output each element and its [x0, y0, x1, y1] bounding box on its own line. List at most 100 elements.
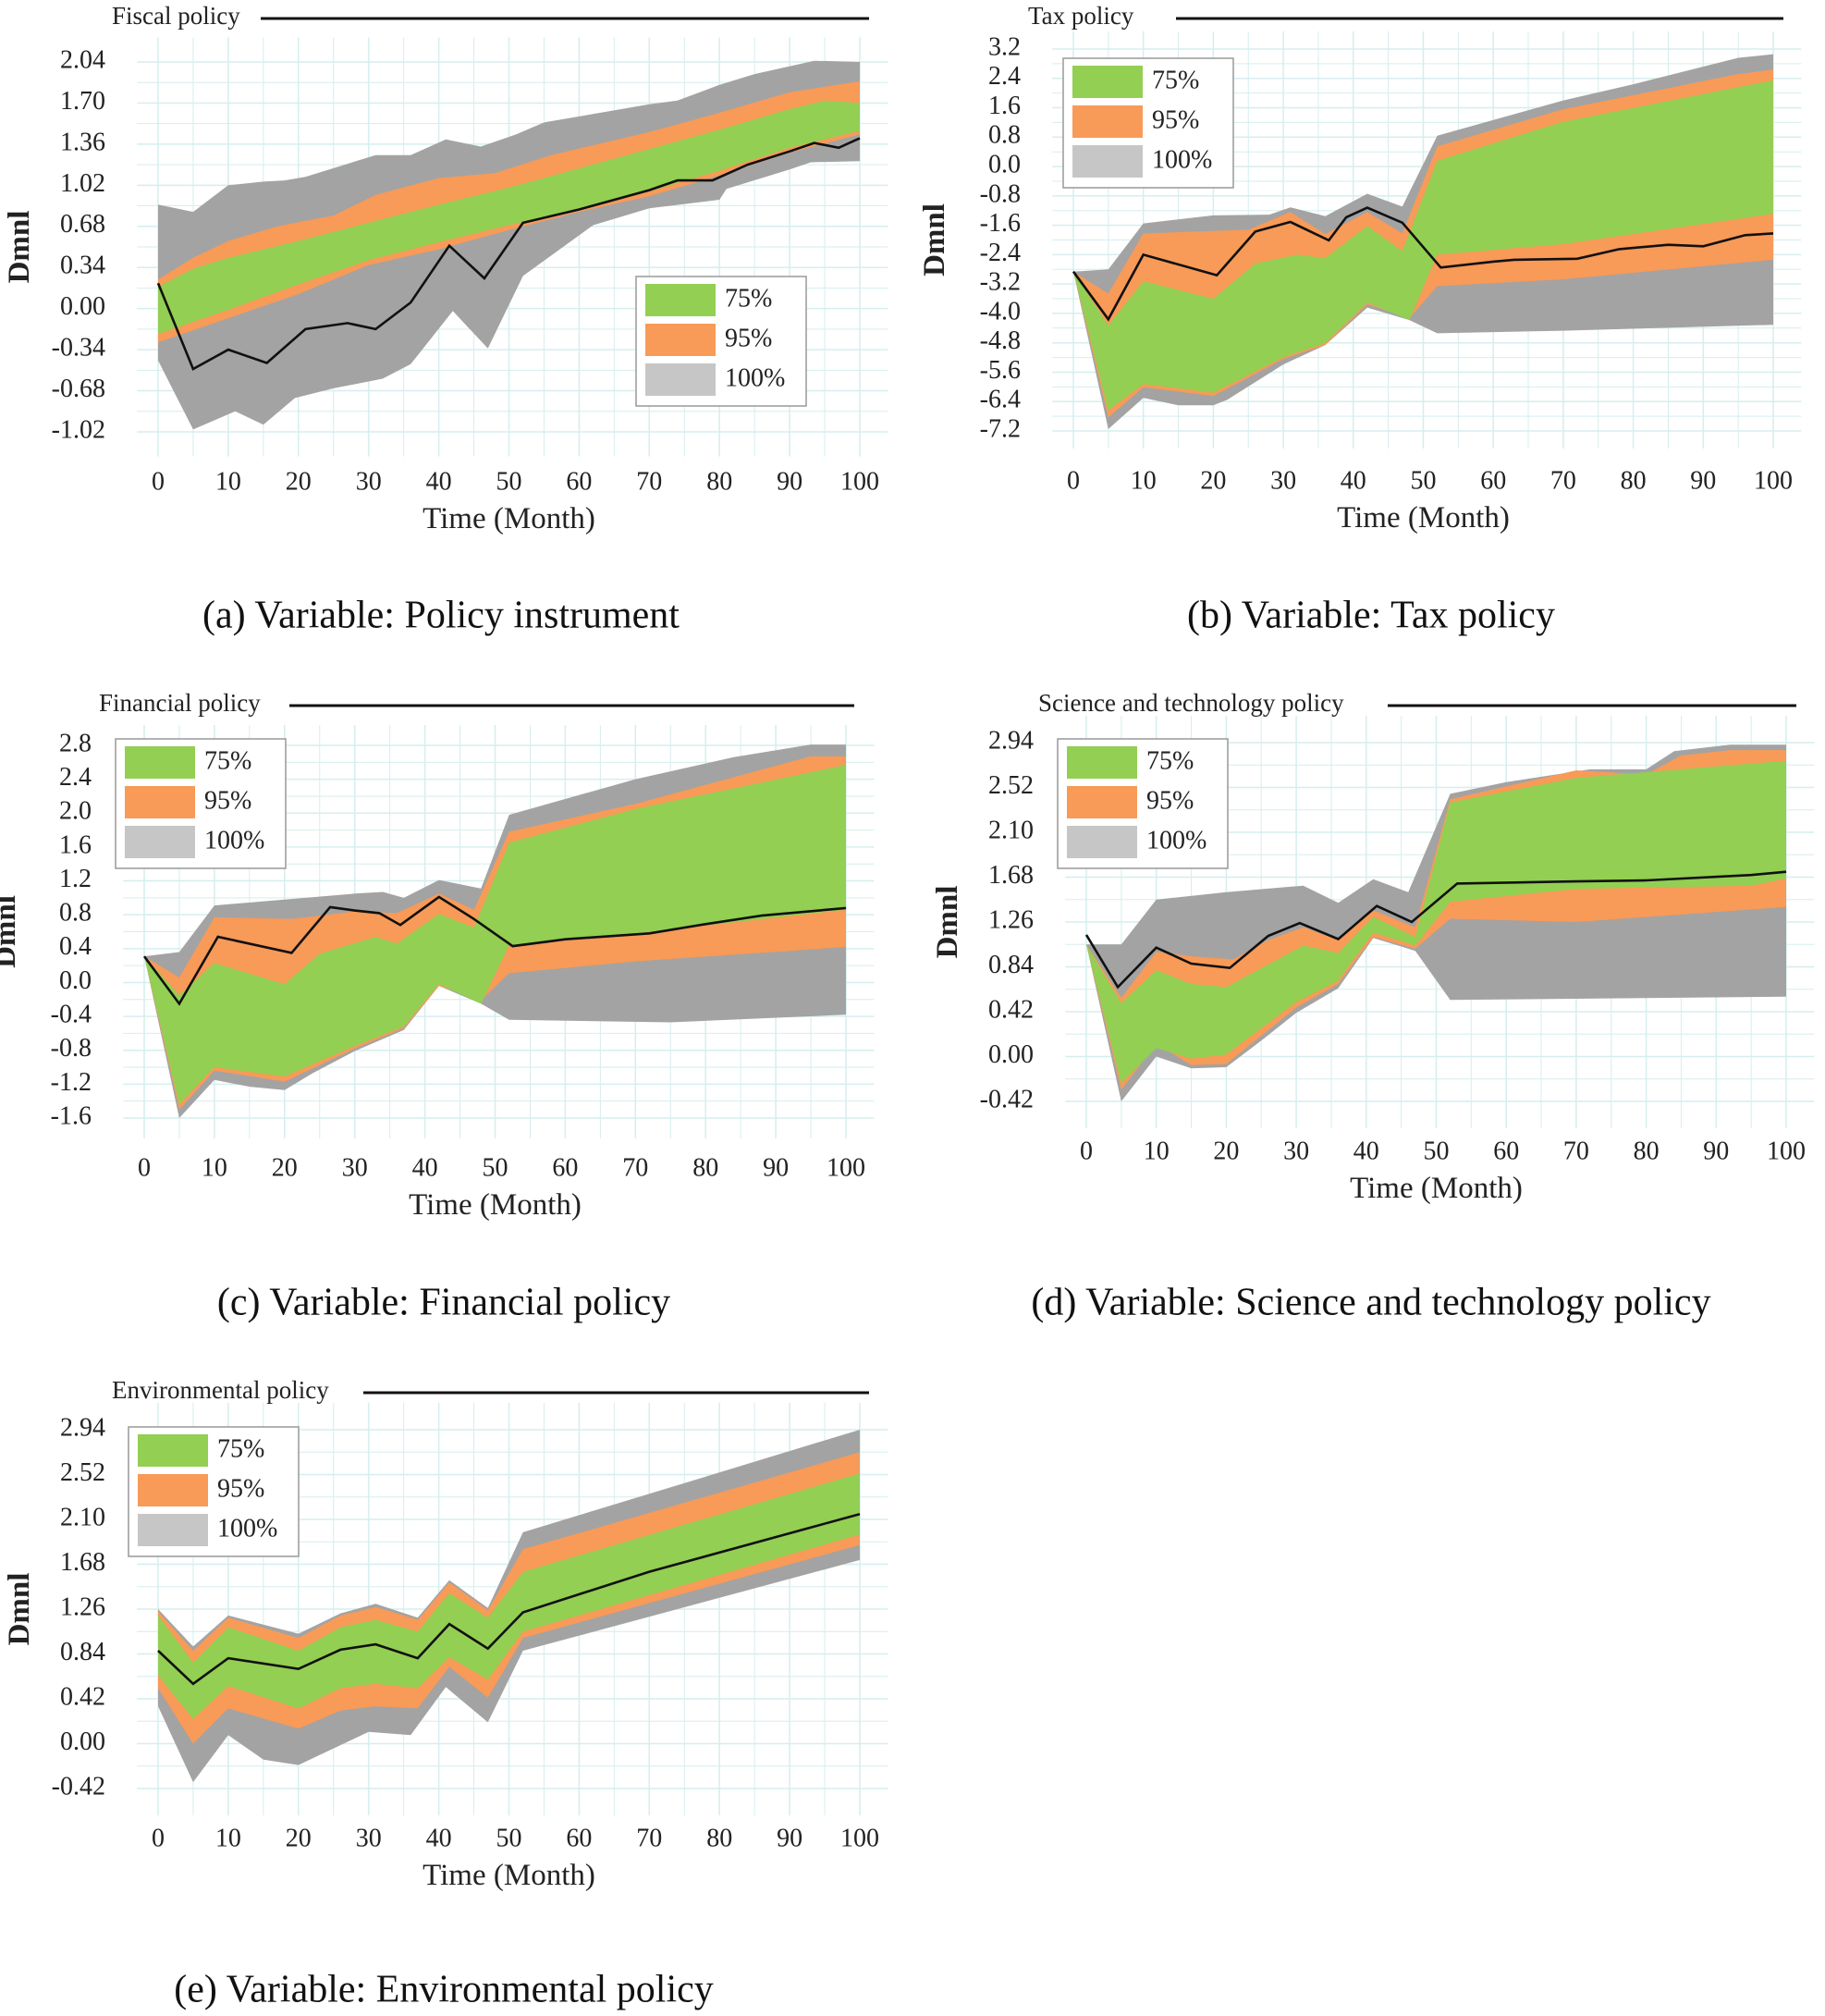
x-tick-label: 80 [706, 1824, 732, 1852]
y-tick-label: 0.8 [988, 121, 1021, 150]
chart-title: Fiscal policy [112, 2, 240, 30]
x-tick-label: 30 [356, 1824, 382, 1852]
chart-science-technology: 2.94 2.52 2.10 1.68 1.26 0.84 0.42 0.00 -0.42 0 10… [931, 689, 1815, 1324]
y-tick-label: 1.2 [59, 865, 92, 893]
y-tick-label: -0.42 [980, 1085, 1034, 1113]
legend-swatch [1072, 145, 1143, 178]
x-tick-label: 0 [152, 467, 165, 496]
legend-swatch [645, 324, 716, 356]
legend-label: 95% [217, 1474, 264, 1503]
legend-label: 100% [725, 363, 785, 392]
y-tick-label: -4.8 [980, 326, 1021, 355]
x-axis-label: Time (Month) [409, 1188, 582, 1222]
legend-label: 75% [217, 1434, 264, 1463]
y-tick-label: -0.68 [52, 375, 105, 403]
y-tick-label: 1.6 [988, 92, 1021, 120]
x-tick-label: 90 [1690, 466, 1716, 495]
y-tick-label: 0.4 [59, 932, 92, 961]
x-tick-label: 40 [1353, 1137, 1379, 1165]
legend-label: 75% [204, 746, 251, 775]
y-tick-label: 1.6 [59, 830, 92, 859]
chart-title: Tax policy [1028, 2, 1134, 30]
y-axis-label: Dmnl [0, 895, 22, 968]
series-line [1084, 870, 1787, 990]
y-tick-label: 2.8 [59, 729, 92, 757]
y-tick-label: 2.52 [988, 771, 1034, 800]
y-tick-label: 2.10 [60, 1503, 105, 1531]
legend-label: 100% [217, 1514, 277, 1543]
x-tick-label: 40 [426, 1824, 452, 1852]
y-tick-label: -7.2 [980, 414, 1021, 443]
series-line [142, 895, 847, 1006]
y-tick-label: 0.68 [60, 210, 105, 239]
x-tick-label: 70 [636, 1824, 662, 1852]
series-line [156, 137, 861, 371]
legend-swatch [125, 786, 195, 818]
y-tick-label: -5.6 [980, 356, 1021, 385]
x-tick-label: 30 [342, 1153, 368, 1182]
legend-swatch [645, 363, 716, 396]
x-axis-label: Time (Month) [423, 502, 595, 535]
x-tick-label: 50 [496, 467, 522, 496]
series-line [1072, 206, 1774, 322]
x-tick-label: 80 [692, 1153, 718, 1182]
y-tick-label: 0.84 [988, 951, 1034, 979]
x-tick-label: 70 [636, 467, 662, 496]
x-tick-label: 60 [566, 467, 592, 496]
legend-label: 100% [204, 826, 264, 854]
x-tick-label: 80 [706, 467, 732, 496]
y-tick-label: 2.0 [59, 797, 92, 826]
y-tick-label: -1.6 [51, 1101, 92, 1130]
y-tick-label: 1.02 [60, 169, 105, 198]
x-tick-label: 20 [286, 1824, 312, 1852]
y-tick-label: 0.00 [60, 1727, 105, 1756]
y-tick-label: 0.00 [988, 1040, 1034, 1069]
x-tick-label: 0 [138, 1153, 151, 1182]
y-axis-label: Dmnl [3, 1573, 36, 1646]
x-tick-label: 90 [777, 467, 802, 496]
x-axis-label: Time (Month) [1337, 501, 1510, 535]
y-tick-label: -1.6 [980, 209, 1021, 238]
x-tick-label: 70 [1550, 466, 1576, 495]
y-tick-label: 3.2 [988, 32, 1021, 61]
y-tick-label: 1.68 [988, 861, 1034, 890]
legend-swatch [138, 1474, 208, 1506]
x-tick-label: 70 [622, 1153, 648, 1182]
y-tick-label: -3.2 [980, 268, 1021, 297]
legend-label: 100% [1146, 826, 1206, 854]
legend-swatch [125, 746, 195, 779]
legend-label: 75% [1152, 66, 1199, 94]
legend-swatch [138, 1514, 208, 1546]
chart-environmental: 2.94 2.52 2.10 1.68 1.26 0.84 0.42 0.00 -0.42 0 10… [3, 1376, 888, 2011]
chart-title: Science and technology policy [1038, 689, 1344, 717]
legend-label: 95% [204, 786, 251, 815]
x-tick-label: 30 [356, 467, 382, 496]
x-axis-label: Time (Month) [423, 1859, 595, 1892]
y-tick-label: 0.42 [60, 1682, 105, 1711]
legend-label: 75% [1146, 746, 1194, 775]
legend-label: 95% [725, 324, 772, 352]
y-tick-label: 2.4 [988, 62, 1021, 91]
x-tick-label: 40 [426, 467, 452, 496]
y-tick-label: 2.10 [988, 816, 1034, 844]
y-tick-label: 1.26 [60, 1592, 105, 1621]
subfigure-caption: (a) Variable: Policy instrument [202, 595, 680, 637]
x-tick-label: 10 [215, 467, 241, 496]
y-tick-label: 0.42 [988, 995, 1034, 1024]
chart-title: Financial policy [99, 689, 261, 717]
x-tick-label: 60 [566, 1824, 592, 1852]
x-tick-label: 90 [763, 1153, 789, 1182]
x-tick-label: 30 [1283, 1137, 1309, 1165]
chart-tax: 3.22.41.60.80.0-0.8-1.6-2.4-3.2-4.0-4.8-… [918, 2, 1802, 637]
y-axis-label: Dmnl [3, 211, 36, 284]
x-tick-label: 50 [1411, 466, 1437, 495]
legend-swatch [1067, 826, 1137, 858]
x-tick-label: 70 [1563, 1137, 1589, 1165]
y-tick-label: 0.0 [59, 966, 92, 995]
x-tick-label: 90 [1703, 1137, 1729, 1165]
x-tick-label: 100 [840, 467, 879, 496]
y-tick-label: -0.8 [980, 179, 1021, 208]
band-75-percent [1086, 760, 1786, 1084]
subfigure-caption: (c) Variable: Financial policy [217, 1282, 670, 1324]
x-tick-label: 10 [1144, 1137, 1170, 1165]
